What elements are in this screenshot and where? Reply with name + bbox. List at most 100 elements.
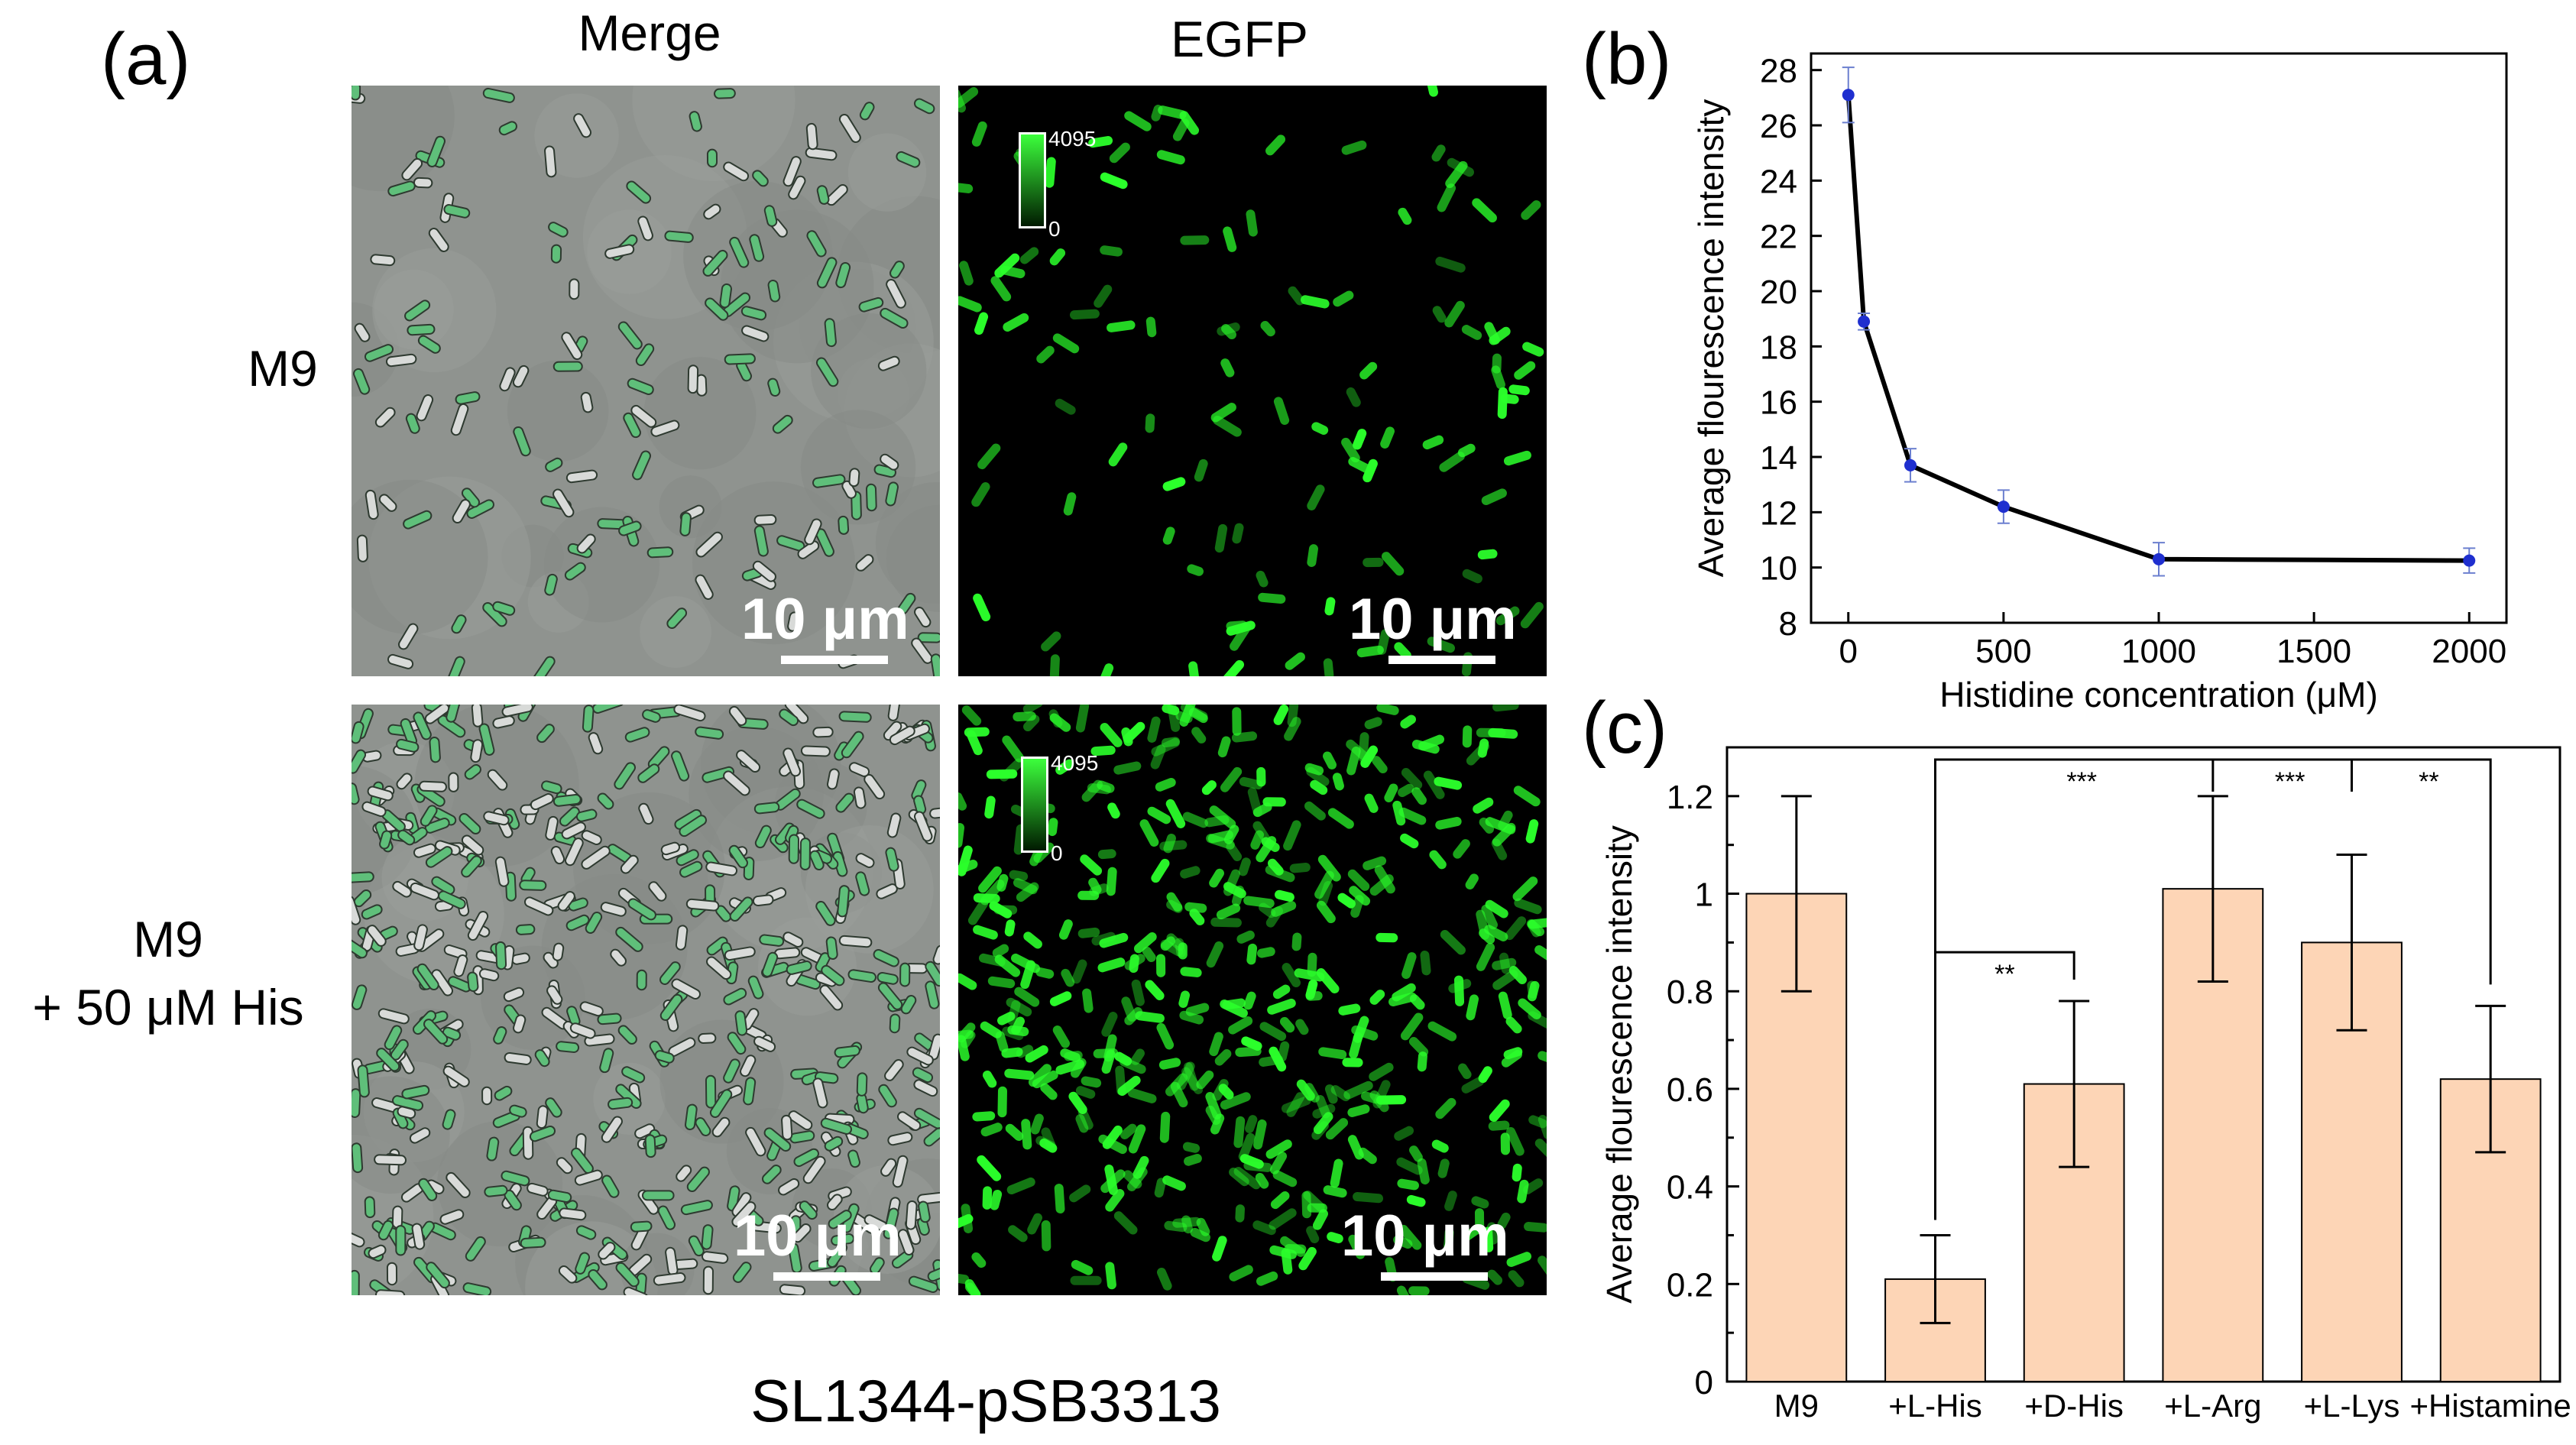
bacterium [1178, 990, 1191, 1008]
bacterium [837, 885, 850, 918]
bacterium [1099, 663, 1114, 676]
bacterium [1239, 776, 1263, 790]
bacterium [417, 335, 441, 354]
bacterium [1429, 850, 1447, 870]
bacterium [1006, 1177, 1035, 1195]
bacterium [838, 113, 861, 144]
bacterium [352, 1230, 365, 1248]
panel-label-b: (b) [1582, 18, 1672, 100]
bacterium [1488, 1120, 1510, 1131]
bacterium [1400, 714, 1417, 729]
bacterium [404, 300, 431, 322]
bacterium [1398, 207, 1412, 225]
bacterium [1423, 770, 1445, 799]
bacterium [685, 1103, 698, 1131]
bacterium [1209, 868, 1224, 888]
bacterium [1233, 1167, 1261, 1190]
bacterium [1252, 1220, 1276, 1236]
bacterium [1461, 325, 1482, 340]
bacterium [763, 1127, 792, 1152]
bacterium [1394, 1126, 1414, 1141]
bacterium [1218, 1084, 1234, 1100]
bacterium [932, 944, 940, 965]
bacterium [1517, 1179, 1529, 1204]
bacterium [958, 823, 965, 848]
data-point [1842, 89, 1855, 102]
bacterium [1444, 1191, 1457, 1211]
bacterium [1282, 963, 1301, 987]
bacterium [376, 1048, 400, 1072]
bacterium [439, 1209, 465, 1225]
bacterium [701, 1224, 714, 1250]
bacterium [365, 489, 379, 520]
bacterium [523, 896, 554, 916]
bacterium [1375, 932, 1398, 943]
bacterium [550, 244, 562, 264]
bacterium [558, 1265, 578, 1284]
bacterium [1220, 766, 1243, 792]
bacterium [588, 1269, 608, 1291]
bacterium [673, 705, 706, 722]
bacterium [455, 391, 481, 405]
bacterium [835, 261, 851, 289]
bacterium [614, 762, 637, 790]
bacterium [1071, 1259, 1094, 1275]
bacterium [1356, 645, 1384, 658]
bacterium [734, 1010, 748, 1036]
bacterium [634, 1123, 656, 1139]
bacterium [958, 296, 982, 313]
bacterium [621, 1066, 646, 1084]
bacterium [1272, 984, 1291, 1000]
bacterium [1380, 426, 1395, 449]
bacterium [1184, 1154, 1202, 1166]
bacterium [1217, 736, 1231, 758]
bacterium [1341, 437, 1360, 463]
bacterium [1417, 1158, 1430, 1185]
bacterium [1231, 885, 1245, 906]
bacterium [467, 971, 479, 993]
bacterium [1483, 1226, 1494, 1252]
bacterium [620, 854, 639, 874]
bacterium [1487, 1222, 1499, 1245]
bacterium [597, 1012, 622, 1025]
bacterium [1521, 200, 1541, 220]
bacterium [688, 1235, 705, 1257]
bacterium [1445, 160, 1468, 189]
bacterium [352, 895, 361, 925]
bacterium [1206, 941, 1224, 968]
bacterium [1505, 1016, 1522, 1034]
bacterium [958, 86, 979, 109]
bacterium [632, 450, 652, 481]
bacterium [958, 1272, 970, 1285]
bacterium [352, 1088, 361, 1118]
bacterium [377, 1008, 410, 1025]
bacterium [1400, 833, 1419, 849]
bacterium [446, 656, 465, 676]
bacterium [569, 1022, 596, 1039]
bacterium [1070, 1275, 1102, 1285]
bacterium [1004, 1068, 1035, 1081]
bacterium [1304, 1083, 1320, 1103]
bacterium [646, 546, 674, 559]
bacterium [752, 560, 776, 582]
bacterium [1016, 1045, 1034, 1058]
colorbar [1021, 757, 1048, 853]
bacterium [914, 606, 932, 628]
bacterium [513, 1014, 527, 1034]
bacterium [1150, 744, 1166, 769]
bacterium [761, 1165, 782, 1184]
bacterium [552, 942, 565, 961]
bacterium [568, 897, 588, 912]
bacterium [917, 632, 940, 643]
bacterium [815, 900, 836, 926]
bacterium [1514, 898, 1542, 915]
bacterium [889, 725, 915, 746]
bacterium [1068, 1091, 1087, 1114]
bacterium [1260, 321, 1275, 337]
bacterium [532, 656, 556, 676]
bacterium [997, 1086, 1007, 1118]
bacterium [1288, 286, 1305, 306]
bacterium [1019, 247, 1039, 264]
bacterium [565, 914, 590, 931]
colorbar [1019, 132, 1046, 228]
